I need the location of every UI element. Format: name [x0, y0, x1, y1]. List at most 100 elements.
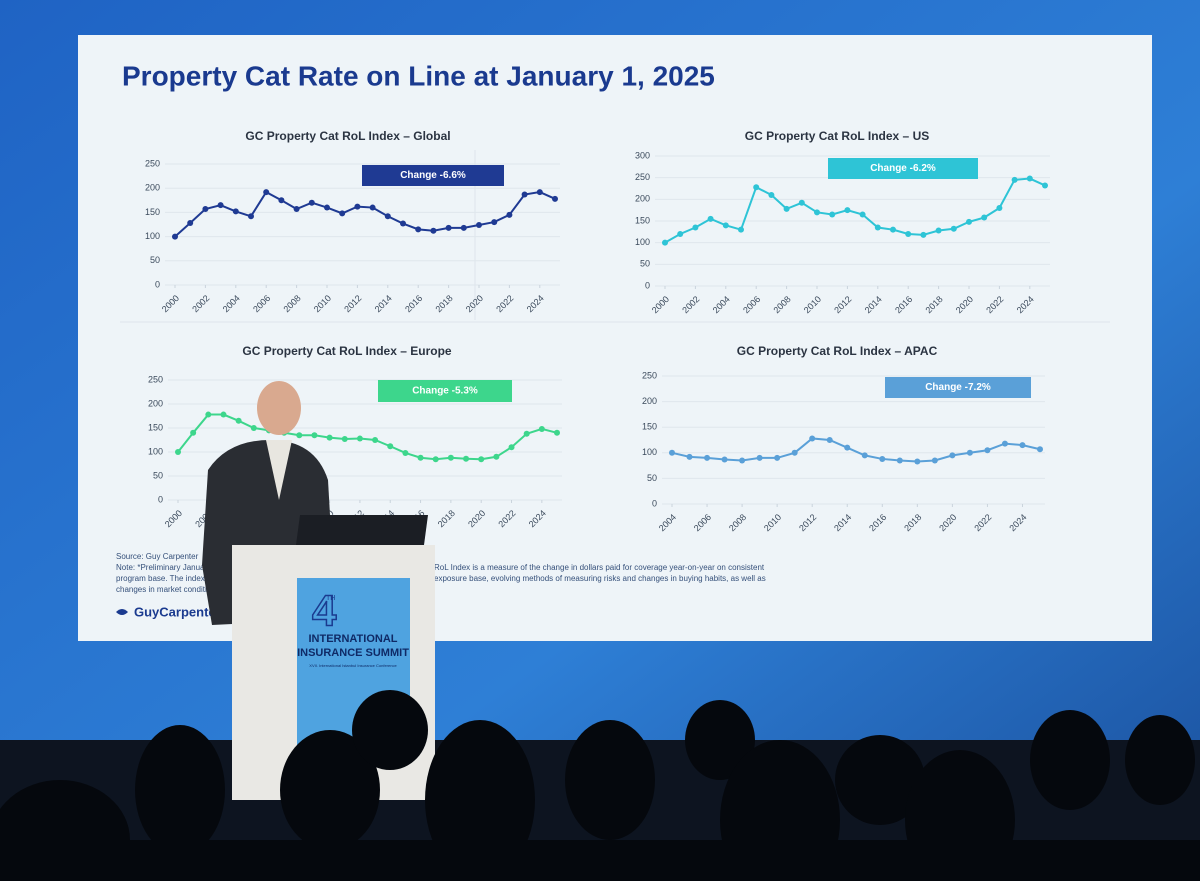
- point: [447, 454, 454, 461]
- point: [506, 211, 513, 218]
- point: [402, 449, 409, 456]
- point: [774, 454, 781, 461]
- point: [175, 449, 181, 455]
- point: [984, 447, 991, 454]
- point: [478, 456, 485, 463]
- point: [235, 417, 242, 424]
- audience: [0, 690, 1200, 886]
- point: [756, 454, 763, 461]
- point: [798, 199, 805, 206]
- change-box: [378, 380, 512, 402]
- y-tick-label: 200: [635, 194, 650, 204]
- head: [835, 735, 925, 825]
- point: [1042, 182, 1048, 189]
- podium-line: INSURANCE SUMMIT: [297, 647, 409, 659]
- y-tick-label: 50: [150, 255, 160, 265]
- point: [463, 455, 470, 462]
- y-tick-label: 50: [153, 470, 163, 480]
- point: [692, 224, 699, 231]
- point: [950, 225, 957, 232]
- point: [686, 453, 693, 460]
- point: [356, 435, 363, 442]
- point: [232, 208, 239, 215]
- point: [783, 205, 790, 212]
- point: [263, 189, 270, 196]
- point: [554, 429, 560, 436]
- point: [931, 457, 938, 464]
- point: [190, 429, 197, 436]
- chart-title: GC Property Cat RoL Index – Global: [245, 129, 450, 143]
- note: RoL Index is a measure of the change in …: [434, 563, 765, 572]
- head: [1030, 710, 1110, 810]
- point: [324, 204, 330, 211]
- series-line: [671, 437, 1041, 463]
- point: [722, 222, 729, 229]
- seats: [0, 840, 1200, 881]
- point: [491, 219, 498, 226]
- source: Source: Guy Carpenter: [116, 552, 199, 561]
- y-tick-label: 200: [642, 396, 657, 406]
- y-tick-label: 300: [635, 150, 650, 160]
- y-tick-label: 0: [158, 494, 163, 504]
- chart-title: GC Property Cat RoL Index – APAC: [737, 344, 938, 358]
- point: [538, 425, 545, 432]
- point: [905, 231, 912, 237]
- point: [293, 206, 300, 213]
- y-tick-label: 0: [645, 280, 650, 290]
- point: [430, 227, 437, 234]
- point: [1026, 175, 1033, 182]
- point: [1011, 176, 1018, 183]
- chart-title: GC Property Cat RoL Index – US: [745, 129, 929, 143]
- y-tick-label: 0: [155, 279, 160, 289]
- podium-ordinal: TH: [326, 595, 335, 602]
- point: [250, 425, 257, 431]
- head: [685, 700, 755, 780]
- change-box: [362, 165, 504, 186]
- y-tick-label: 50: [640, 259, 650, 269]
- speaker-shirt: [266, 440, 292, 500]
- point: [217, 202, 224, 209]
- point: [339, 210, 346, 217]
- y-tick-label: 200: [148, 398, 163, 408]
- note: program base. The index r: [116, 574, 210, 583]
- y-tick-label: 150: [642, 422, 657, 432]
- point: [707, 215, 714, 222]
- point: [768, 192, 775, 198]
- y-tick-label: 100: [642, 447, 657, 457]
- point: [308, 199, 315, 206]
- point: [935, 227, 942, 234]
- lectern-top: [296, 515, 428, 545]
- change-box: [885, 377, 1031, 398]
- point: [738, 226, 744, 233]
- point: [248, 213, 254, 220]
- point: [552, 195, 558, 202]
- point: [536, 189, 543, 196]
- logo-mark: [116, 609, 128, 615]
- point: [202, 206, 209, 213]
- y-tick-label: 250: [148, 374, 163, 384]
- y-tick-label: 100: [148, 446, 163, 456]
- point: [844, 444, 851, 451]
- point: [879, 455, 886, 462]
- point: [1001, 440, 1008, 447]
- y-tick-label: 0: [652, 498, 657, 508]
- point: [809, 435, 816, 442]
- point: [508, 444, 515, 451]
- point: [896, 457, 903, 464]
- change-box: [828, 158, 978, 179]
- point: [172, 233, 178, 240]
- point: [996, 205, 1003, 211]
- point: [311, 432, 318, 439]
- point: [1037, 446, 1043, 453]
- point: [278, 197, 285, 204]
- point: [400, 220, 406, 227]
- point: [369, 204, 376, 211]
- y-tick-label: 250: [145, 158, 160, 168]
- logo: GuyCarpente: [134, 604, 216, 619]
- chart-title: GC Property Cat RoL Index – Europe: [242, 344, 451, 358]
- point: [662, 239, 668, 246]
- point: [890, 226, 896, 233]
- point: [677, 231, 684, 237]
- point: [920, 231, 927, 238]
